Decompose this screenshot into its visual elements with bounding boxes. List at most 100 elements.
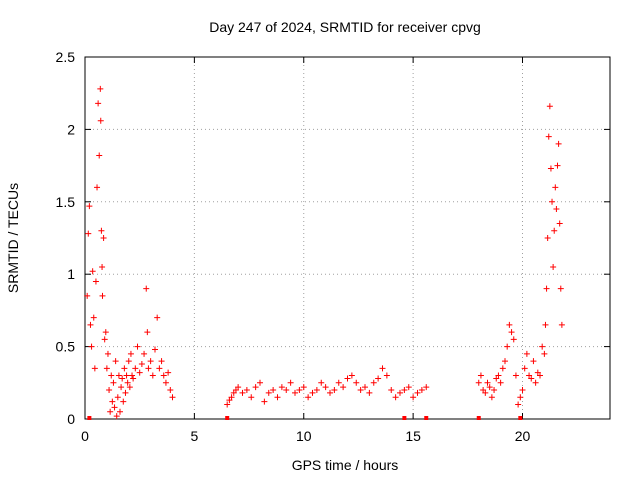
data-point xyxy=(101,336,108,343)
data-point xyxy=(287,379,294,386)
data-point xyxy=(488,394,495,401)
data-point xyxy=(235,384,242,391)
data-point xyxy=(305,394,312,401)
baseline-mark xyxy=(518,416,523,420)
y-tick-label: 0 xyxy=(67,411,75,427)
data-point xyxy=(551,227,558,234)
data-point xyxy=(414,389,421,396)
data-point xyxy=(117,408,123,415)
y-tick-label: 1 xyxy=(67,266,75,282)
data-points xyxy=(84,85,565,420)
data-point xyxy=(544,235,551,241)
data-point xyxy=(147,358,154,365)
data-point xyxy=(265,389,272,396)
data-point xyxy=(85,230,92,237)
data-point xyxy=(554,162,561,169)
axis-ticks xyxy=(84,56,610,420)
data-point xyxy=(477,372,484,379)
x-tick-label: 15 xyxy=(405,428,421,444)
data-point xyxy=(532,379,539,386)
data-point xyxy=(370,379,377,386)
data-point xyxy=(274,394,281,401)
data-point xyxy=(397,389,403,396)
data-point xyxy=(539,343,546,350)
x-tick-label: 0 xyxy=(81,428,89,444)
data-point xyxy=(141,350,148,357)
data-point xyxy=(169,394,176,401)
data-point xyxy=(521,365,528,372)
data-point xyxy=(97,85,104,92)
data-point xyxy=(327,389,333,396)
data-point xyxy=(106,387,113,394)
data-point xyxy=(555,140,562,147)
data-point xyxy=(410,394,417,401)
data-point xyxy=(270,387,277,394)
data-point xyxy=(388,387,395,394)
data-point xyxy=(109,398,116,405)
data-point xyxy=(239,389,246,396)
data-point xyxy=(154,314,161,321)
data-point xyxy=(91,365,98,372)
data-point xyxy=(283,387,290,394)
data-point xyxy=(98,227,105,234)
data-point xyxy=(88,343,95,350)
data-point xyxy=(392,394,399,401)
data-point xyxy=(506,321,513,328)
data-point xyxy=(519,387,526,394)
data-point xyxy=(379,365,386,372)
data-point xyxy=(165,369,172,376)
data-point xyxy=(383,372,390,379)
data-point xyxy=(549,198,556,205)
data-point xyxy=(99,263,106,270)
data-point xyxy=(512,372,519,379)
data-point xyxy=(224,401,231,408)
data-point xyxy=(309,389,316,396)
data-point xyxy=(130,375,137,382)
data-point xyxy=(136,369,143,376)
data-point xyxy=(228,394,235,401)
y-axis-label: SRMTID / TECUs xyxy=(5,183,21,293)
data-point xyxy=(550,263,557,270)
data-point xyxy=(149,372,156,379)
data-point xyxy=(115,372,122,379)
data-point xyxy=(134,343,141,350)
data-point xyxy=(556,220,563,227)
data-point xyxy=(248,394,255,401)
data-point xyxy=(122,389,129,396)
y-tick-label: 2 xyxy=(67,121,75,137)
data-point xyxy=(366,389,373,396)
data-point xyxy=(405,384,412,391)
data-point xyxy=(100,235,107,241)
data-point xyxy=(94,184,101,191)
baseline-mark xyxy=(424,416,429,420)
data-point xyxy=(138,360,145,367)
data-point xyxy=(482,389,489,396)
data-point xyxy=(528,375,535,382)
data-point xyxy=(418,387,425,394)
data-point xyxy=(353,379,360,386)
data-point xyxy=(401,387,408,394)
data-point xyxy=(252,384,259,391)
data-point xyxy=(499,365,506,372)
data-point xyxy=(129,372,136,379)
data-point xyxy=(508,329,515,336)
data-point xyxy=(143,285,150,292)
data-point xyxy=(542,321,549,328)
gridlines xyxy=(85,57,610,419)
data-point xyxy=(92,278,99,285)
data-point xyxy=(123,372,130,379)
data-point xyxy=(510,336,517,343)
data-point xyxy=(144,329,151,336)
data-point xyxy=(502,358,508,365)
data-point xyxy=(344,375,351,382)
data-point xyxy=(90,314,97,321)
data-point xyxy=(103,365,110,372)
data-point xyxy=(120,398,127,405)
data-point xyxy=(112,358,119,365)
data-point xyxy=(497,379,504,386)
y-tick-label: 2.5 xyxy=(56,49,76,65)
baseline-marks xyxy=(87,416,523,420)
data-point xyxy=(362,384,368,391)
data-point xyxy=(423,384,430,391)
